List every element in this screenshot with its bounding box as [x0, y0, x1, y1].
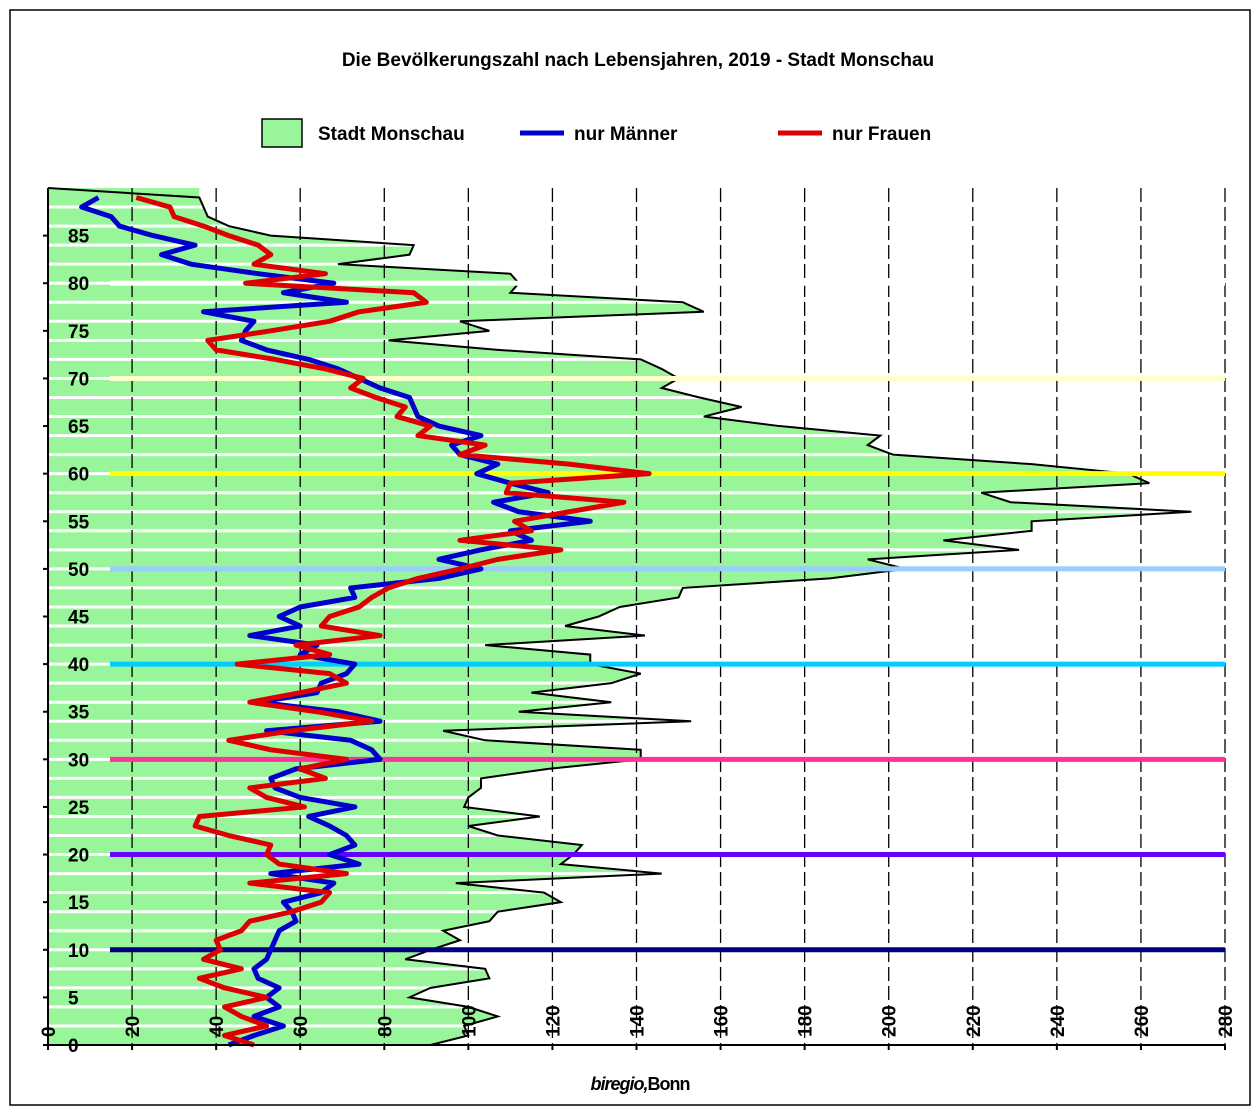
value-tick-label: 180	[796, 1005, 817, 1037]
age-tick-label: 70	[68, 369, 89, 390]
value-tick-label: 220	[964, 1005, 985, 1037]
value-tick-label: 240	[1048, 1005, 1069, 1037]
value-tick-label: 120	[543, 1005, 564, 1037]
age-tick-label: 75	[68, 322, 90, 343]
age-tick-label: 10	[68, 941, 89, 962]
age-tick-label: 40	[68, 655, 89, 676]
age-tick-label: 55	[68, 512, 90, 533]
age-tick-label: 35	[68, 703, 90, 724]
value-tick-label: 100	[459, 1005, 480, 1037]
plot: 0 5 10 15 20 25 30 35 40 45 50 55 60 65 70 75 80 85 0 20 40 6…	[39, 187, 1237, 1057]
value-tick-label: 140	[628, 1005, 649, 1037]
age-tick-label: 20	[68, 846, 89, 867]
value-tick-label: 160	[712, 1005, 733, 1037]
age-tick-label: 25	[68, 798, 90, 819]
source: biregio,Bonn	[591, 1074, 690, 1094]
value-tick-label: 0	[39, 1026, 60, 1037]
source-text: Bonn	[648, 1074, 690, 1094]
legend: Stadt Monschau nur Männer nur Frauen	[261, 118, 931, 148]
value-tick-label: 260	[1132, 1005, 1153, 1037]
age-tick-label: 50	[68, 560, 89, 581]
age-tick-label: 5	[68, 988, 79, 1009]
age-tick-label: 45	[68, 608, 90, 629]
age-tick-label: 0	[68, 1036, 79, 1057]
value-tick-label: 60	[291, 1016, 312, 1037]
age-tick-label: 60	[68, 465, 89, 486]
age-tick-label: 15	[68, 893, 90, 914]
age-tick-label: 85	[68, 227, 90, 248]
area-outline	[47, 187, 1192, 1046]
source-italic: biregio,	[591, 1074, 648, 1094]
value-tick-label: 200	[880, 1005, 901, 1037]
legend-label: nur Männer	[574, 124, 678, 145]
value-tick-label: 80	[375, 1016, 396, 1037]
age-tick-label: 80	[68, 274, 89, 295]
line	[79, 195, 593, 1048]
value-tick-label: 40	[207, 1016, 228, 1037]
value-tick-label: 280	[1216, 1005, 1237, 1037]
legend-label: Stadt Monschau	[318, 124, 465, 145]
legend-label: nur Frauen	[832, 124, 931, 145]
legend-swatch	[261, 118, 303, 148]
value-tick-label: 20	[123, 1016, 144, 1037]
chart-title: Die Bevölkerungszahl nach Lebensjahren, …	[342, 50, 934, 71]
age-tick-label: 65	[68, 417, 90, 438]
line	[135, 195, 652, 1048]
age-tick-label: 30	[68, 750, 89, 771]
